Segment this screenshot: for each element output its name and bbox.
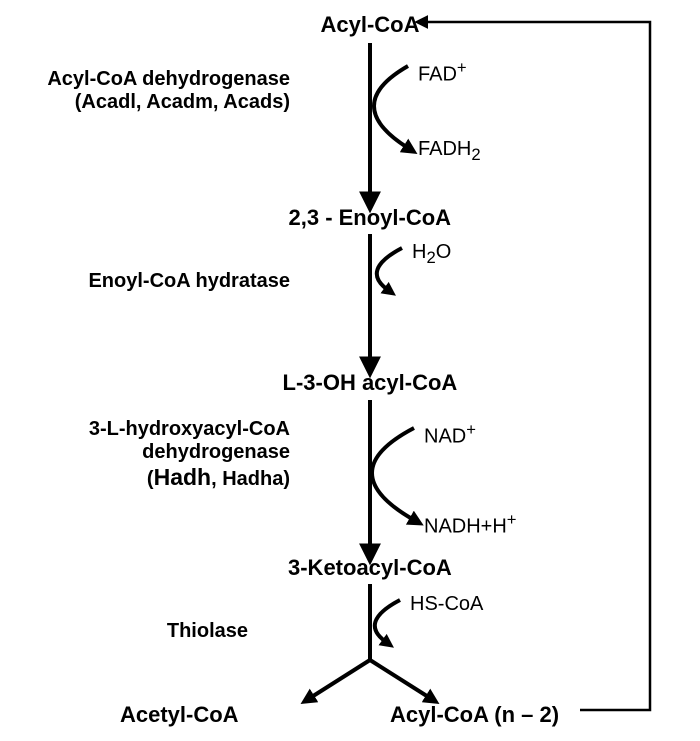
node-acyl-coa: Acyl-CoA — [321, 12, 420, 38]
enzyme-enoyl-coa-hydratase: Enoyl-CoA hydratase — [0, 270, 290, 293]
node-3-ketoacyl-coa: 3-Ketoacyl-CoA — [288, 555, 452, 581]
enzyme-thiolase: Thiolase — [0, 620, 248, 643]
node-enoyl-coa: 2,3 - Enoyl-CoA — [289, 205, 452, 231]
product-acyl-coa-n-2: Acyl-CoA (n – 2) — [390, 702, 559, 728]
cofactor-nad: NAD+ — [424, 420, 476, 449]
cofactor-hs-coa: HS-CoA — [410, 593, 483, 616]
cofactor-h2o: H2O — [412, 241, 451, 268]
cofactor-nadh: NADH+H+ — [424, 510, 517, 539]
cofactor-fad: FAD+ — [418, 58, 467, 87]
enzyme-acyl-coa-dehydrogenase: Acyl-CoA dehydrogenase (Acadl, Acadm, Ac… — [0, 68, 290, 114]
enzyme-hadh-dehydrogenase: 3-L-hydroxyacyl-CoA dehydrogenase (Hadh,… — [0, 418, 290, 491]
diagram-stage: Acyl-CoA 2,3 - Enoyl-CoA L-3-OH acyl-CoA… — [0, 0, 700, 741]
node-l3oh-acyl-coa: L-3-OH acyl-CoA — [283, 370, 458, 396]
product-acetyl-coa: Acetyl-CoA — [120, 702, 239, 728]
cofactor-fadh2: FADH2 — [418, 138, 481, 165]
